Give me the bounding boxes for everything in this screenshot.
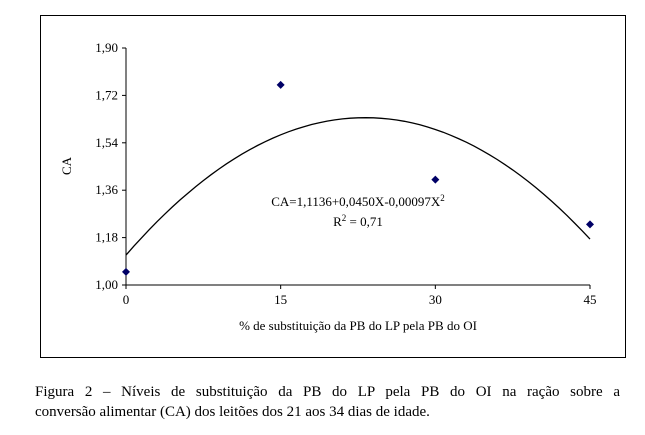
- annotation-part: CA=1,1136+0,0450X-0,00097X: [271, 194, 441, 209]
- annotation-part: R: [333, 214, 342, 229]
- point: [431, 175, 440, 184]
- point: [122, 267, 130, 276]
- y-tick-label: 1,90: [95, 40, 118, 55]
- annotation: R2 = 0,71: [333, 213, 383, 229]
- y-tick-label: 1,18: [95, 230, 118, 245]
- caption-line: Figura 2 – Níveis de substituição da PB …: [35, 384, 620, 400]
- annotation-part: 2: [342, 213, 347, 223]
- x-axis-label: % de substituição da PB do LP pela PB do…: [239, 318, 477, 333]
- x-tick-label: 0: [123, 292, 130, 307]
- annotation: CA=1,1136+0,0450X-0,00097X2: [271, 193, 445, 209]
- x-tick-label: 15: [274, 292, 287, 307]
- y-tick-label: 1,36: [95, 182, 118, 197]
- y-tick-label: 1,72: [95, 87, 118, 102]
- y-tick-label: 1,00: [95, 277, 118, 292]
- point: [276, 80, 285, 89]
- chart: CA % de substituição da PB do LP pela PB…: [40, 15, 626, 358]
- y-tick-label: 1,54: [95, 135, 118, 150]
- x-tick-label: 45: [584, 292, 597, 307]
- chart-frame: [40, 15, 626, 358]
- x-tick-label: 30: [429, 292, 442, 307]
- y-axis-label: CA: [59, 156, 74, 175]
- point: [586, 220, 594, 229]
- annotation-part: = 0,71: [346, 214, 383, 229]
- annotation-part: 2: [440, 193, 445, 203]
- fit-curve: [125, 117, 591, 256]
- caption-line: conversão alimentar (CA) dos leitões dos…: [35, 404, 430, 420]
